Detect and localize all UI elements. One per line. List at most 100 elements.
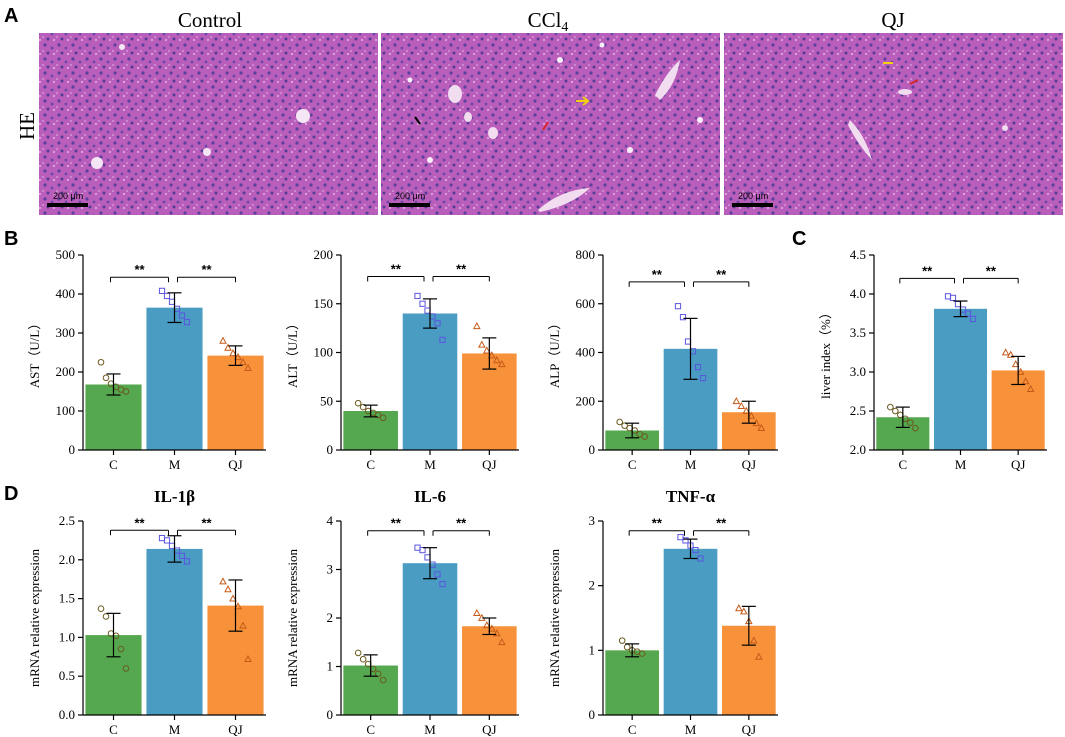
bar-ast-m [146, 307, 203, 450]
data-point-alt-m [434, 320, 441, 327]
data-point-il6-qj [482, 621, 491, 629]
data-point-alp-qj [737, 401, 746, 410]
x-tick-label: QJ [482, 457, 496, 472]
data-point-il1b-c [122, 665, 130, 672]
data-point-ast-qj [234, 352, 242, 361]
y-tick-label: 2.5 [59, 513, 75, 528]
data-point-liver-m [949, 294, 957, 301]
data-point-alt-qj [482, 346, 491, 354]
fat-vacuole [407, 77, 413, 83]
data-point-il1b-c [117, 645, 125, 653]
data-point-il6-m [424, 554, 431, 561]
y-tick-label: 1.5 [59, 591, 75, 606]
data-point-liver-c [887, 403, 894, 411]
fat-vacuole [427, 157, 433, 163]
significance-bracket-tnfa: ** [693, 516, 750, 536]
chart-tnfa: ** ** 0 1 2 3 C M QJ mRNA relative expression TNF-… [547, 487, 778, 737]
bar-il6-m [402, 563, 458, 715]
data-point-liver-qj [1006, 350, 1015, 358]
chart-title: IL-1β [154, 487, 195, 506]
x-tick-label: M [169, 722, 181, 737]
y-axis-label: mRNA relative expression [547, 549, 562, 687]
data-point-il6-m [434, 571, 441, 578]
data-point-il1b-qj [224, 585, 232, 593]
significance-label: ** [716, 516, 727, 531]
vessel-lumen [203, 148, 211, 156]
error-bar-alp-qj [741, 400, 756, 424]
arrow-icon [909, 79, 919, 85]
y-tick-label: 3 [589, 513, 596, 528]
error-bar-il1b-m [167, 535, 182, 563]
data-point-liver-qj [1011, 359, 1020, 368]
error-bar-tnfa-c [625, 643, 640, 658]
fat-vacuole [557, 57, 563, 63]
y-tick-label: 4 [327, 513, 334, 528]
data-point-il1b-m [178, 552, 186, 560]
y-axis-label: mRNA relative expression [27, 549, 42, 687]
error-bar-il1b-qj [228, 579, 243, 632]
data-point-tnfa-qj [739, 607, 748, 615]
y-tick-label: 2.0 [850, 442, 866, 457]
bar-il1b-m [146, 548, 203, 715]
data-point-alt-c [374, 411, 382, 419]
data-point-liver-qj [1021, 377, 1030, 385]
y-tick-label: 150 [314, 296, 334, 311]
significance-label: ** [456, 261, 467, 276]
y-tick-label: 100 [314, 345, 334, 360]
data-point-alt-c [354, 399, 362, 407]
scale-bar-label: 200 μm [53, 191, 83, 201]
significance-label: ** [391, 516, 402, 531]
x-tick-label: QJ [1011, 457, 1025, 472]
data-point-tnfa-qj [749, 636, 758, 644]
y-tick-label: 200 [314, 247, 334, 262]
vessel-lumen [848, 120, 872, 160]
error-bar-il6-qj [482, 617, 497, 636]
error-bar-ast-c [106, 373, 121, 396]
significance-bracket-il6: ** [367, 516, 425, 536]
chart-alt: ** ** 0 50 100 150 200 C M QJ ALT（U/L） [285, 247, 519, 472]
y-tick-label: 500 [56, 247, 76, 262]
data-point-il6-qj [472, 608, 481, 617]
y-tick-label: 1 [327, 659, 334, 674]
y-tick-label: 3 [327, 562, 334, 577]
data-point-il6-c [359, 655, 367, 663]
significance-bracket-il6: ** [432, 516, 490, 536]
y-tick-label: 2.0 [59, 552, 75, 567]
y-tick-label: 0 [327, 707, 334, 722]
significance-bracket-ast: ** [110, 262, 169, 283]
error-bar-ast-m [167, 292, 182, 324]
error-bar-liver-m [953, 300, 968, 318]
data-point-il1b-qj [229, 594, 237, 602]
panel-letter-b: B [4, 228, 18, 250]
data-point-il1b-c [102, 613, 110, 620]
data-point-liver-m [964, 310, 972, 317]
data-point-ast-qj [219, 336, 227, 344]
error-bar-alp-m [683, 317, 698, 380]
error-bar-il6-c [363, 654, 378, 677]
error-bar-alp-c [625, 422, 640, 439]
data-point-alt-m [424, 307, 431, 314]
x-tick-label: QJ [228, 722, 242, 737]
significance-label: ** [201, 262, 212, 277]
vessel-lumen [1002, 125, 1008, 131]
error-bar-liver-c [895, 406, 910, 428]
data-point-alt-qj [487, 351, 496, 359]
data-point-ast-c [102, 374, 110, 382]
vessel-lumen [655, 60, 680, 100]
significance-bracket-liver: ** [899, 263, 955, 284]
data-point-il6-c [379, 676, 387, 684]
y-tick-label: 1.0 [59, 629, 75, 644]
data-point-ast-m [158, 287, 166, 294]
data-point-il1b-qj [239, 621, 247, 629]
scale-bar-label: 200 μm [395, 191, 425, 201]
bar-tnfa-m [663, 548, 718, 715]
data-point-tnfa-m [697, 555, 704, 562]
data-point-tnfa-m [692, 547, 699, 554]
y-tick-label: 300 [56, 325, 76, 340]
significance-label: ** [652, 267, 663, 282]
data-point-alp-qj [757, 423, 766, 431]
fat-vacuole [697, 117, 703, 123]
data-point-alp-m [699, 374, 707, 382]
vessel-lumen [448, 85, 462, 103]
error-bar-ast-qj [228, 345, 243, 366]
